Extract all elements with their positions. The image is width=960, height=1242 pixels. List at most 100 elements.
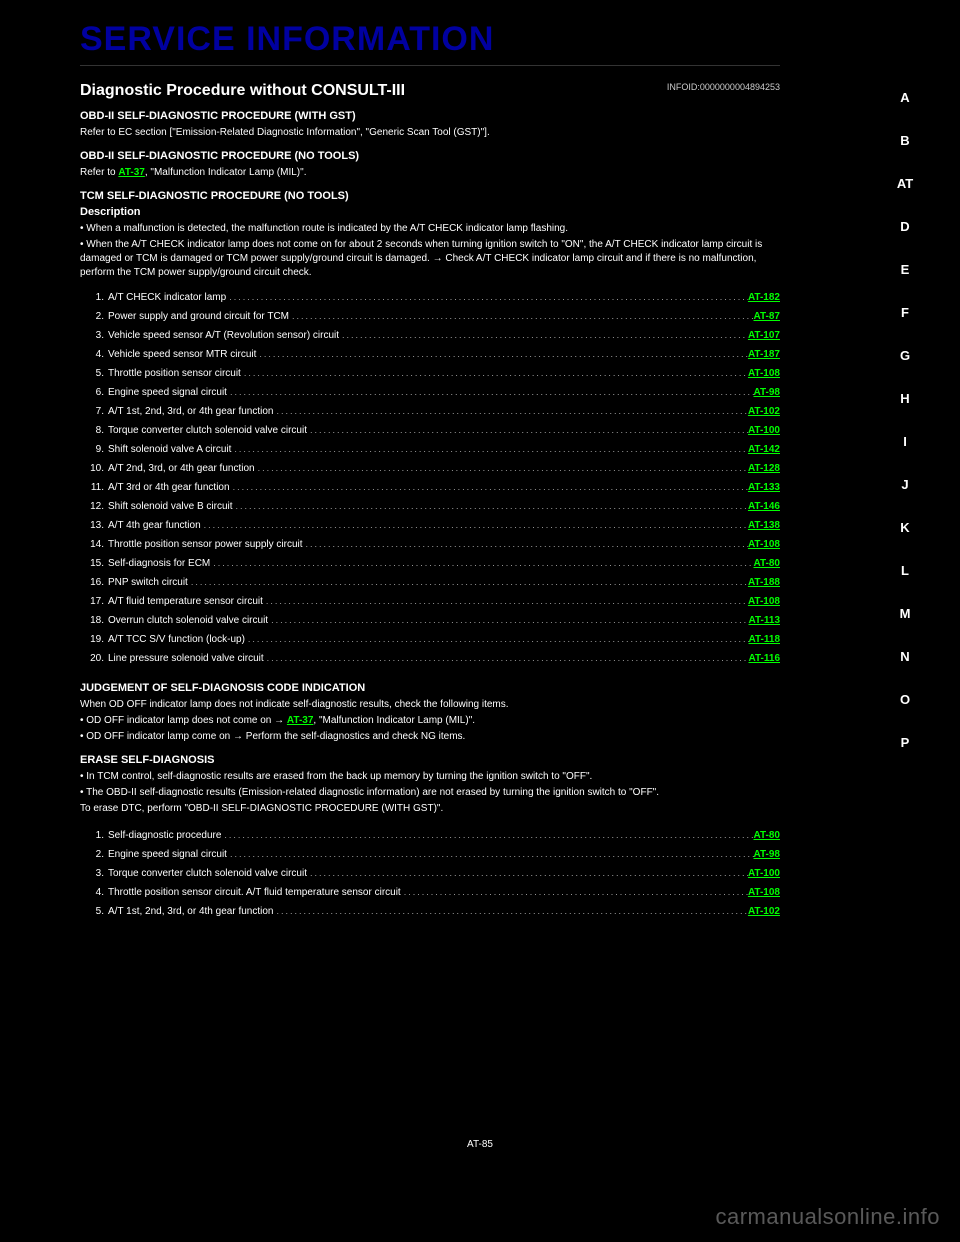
diag1-link[interactable]: AT-182 <box>748 288 780 307</box>
diag2-link[interactable]: AT-108 <box>748 883 780 902</box>
diag1-link[interactable]: AT-142 <box>748 440 780 459</box>
diag1-link[interactable]: AT-87 <box>754 307 781 326</box>
diag2-row: 3.Torque converter clutch solenoid valve… <box>80 864 780 883</box>
diag1-row: 12.Shift solenoid valve B circuit.......… <box>80 497 780 516</box>
nav-d[interactable]: D <box>885 219 925 234</box>
nav-a[interactable]: A <box>885 90 925 105</box>
diag1-label: Vehicle speed sensor A/T (Revolution sen… <box>108 326 339 345</box>
link-at37-2[interactable]: AT-37 <box>287 715 314 726</box>
diag1-label: A/T 1st, 2nd, 3rd, or 4th gear function <box>108 402 273 421</box>
diag1-num: 2. <box>80 307 108 326</box>
dots-leader: ........................................… <box>245 631 749 648</box>
diag1-row: 11.A/T 3rd or 4th gear function.........… <box>80 478 780 497</box>
dots-leader: ........................................… <box>268 612 748 629</box>
page-number: AT-85 <box>467 1139 493 1150</box>
subtitle-row: Diagnostic Procedure without CONSULT-III… <box>80 82 780 100</box>
nav-j[interactable]: J <box>885 477 925 492</box>
nav-f[interactable]: F <box>885 305 925 320</box>
diag2-link[interactable]: AT-102 <box>748 902 780 921</box>
nav-e[interactable]: E <box>885 262 925 277</box>
nav-n[interactable]: N <box>885 649 925 664</box>
nav-g[interactable]: G <box>885 348 925 363</box>
diag1-num: 5. <box>80 364 108 383</box>
dots-leader: ........................................… <box>307 865 748 882</box>
nav-o[interactable]: O <box>885 692 925 707</box>
link-at37-1[interactable]: AT-37 <box>118 167 145 178</box>
diag1-label: Power supply and ground circuit for TCM <box>108 307 289 326</box>
nav-l[interactable]: L <box>885 563 925 578</box>
diag1-row: 8.Torque converter clutch solenoid valve… <box>80 421 780 440</box>
diag1-link[interactable]: AT-80 <box>754 554 781 573</box>
diag1-link[interactable]: AT-107 <box>748 326 780 345</box>
diag1-num: 14. <box>80 535 108 554</box>
diag1-link[interactable]: AT-146 <box>748 497 780 516</box>
diag1-row: 10.A/T 2nd, 3rd, or 4th gear function...… <box>80 459 780 478</box>
diagnostic-table-1: 1.A/T CHECK indicator lamp..............… <box>80 288 900 668</box>
dots-leader: ........................................… <box>227 384 754 401</box>
diag2-label: A/T 1st, 2nd, 3rd, or 4th gear function <box>108 902 273 921</box>
diag1-link[interactable]: AT-187 <box>748 345 780 364</box>
diag1-row: 2.Power supply and ground circuit for TC… <box>80 307 780 326</box>
diag1-row: 14.Throttle position sensor power supply… <box>80 535 780 554</box>
dots-leader: ........................................… <box>307 422 748 439</box>
dots-leader: ........................................… <box>230 479 748 496</box>
diag2-num: 2. <box>80 845 108 864</box>
diag2-num: 4. <box>80 883 108 902</box>
diag2-link[interactable]: AT-100 <box>748 864 780 883</box>
heading-obd-gst: OBD-II SELF-DIAGNOSTIC PROCEDURE (WITH G… <box>80 110 900 122</box>
diag1-link[interactable]: AT-102 <box>748 402 780 421</box>
diag2-link[interactable]: AT-80 <box>754 826 781 845</box>
diag1-num: 19. <box>80 630 108 649</box>
diag1-num: 16. <box>80 573 108 592</box>
diag1-link[interactable]: AT-100 <box>748 421 780 440</box>
diag2-link[interactable]: AT-98 <box>754 845 781 864</box>
diag1-num: 7. <box>80 402 108 421</box>
diag2-label: Torque converter clutch solenoid valve c… <box>108 864 307 883</box>
nav-m[interactable]: M <box>885 606 925 621</box>
dots-leader: ........................................… <box>227 846 754 863</box>
diag1-num: 13. <box>80 516 108 535</box>
diag1-link[interactable]: AT-108 <box>748 592 780 611</box>
diag1-link[interactable]: AT-128 <box>748 459 780 478</box>
diag1-row: 4.Vehicle speed sensor MTR circuit......… <box>80 345 780 364</box>
diag1-row: 17.A/T fluid temperature sensor circuit.… <box>80 592 780 611</box>
diag1-num: 17. <box>80 592 108 611</box>
nav-i[interactable]: I <box>885 434 925 449</box>
nav-k[interactable]: K <box>885 520 925 535</box>
diag1-link[interactable]: AT-188 <box>748 573 780 592</box>
nav-h[interactable]: H <box>885 391 925 406</box>
heading-erase: ERASE SELF-DIAGNOSIS <box>80 754 900 766</box>
diag1-label: Throttle position sensor power supply ci… <box>108 535 303 554</box>
diag1-label: Vehicle speed sensor MTR circuit <box>108 345 256 364</box>
diag1-link[interactable]: AT-116 <box>749 649 781 668</box>
dots-leader: ........................................… <box>303 536 748 553</box>
diag2-label: Engine speed signal circuit <box>108 845 227 864</box>
diag1-link[interactable]: AT-138 <box>748 516 780 535</box>
diag2-row: 1.Self-diagnostic procedure.............… <box>80 826 780 845</box>
diag2-row: 4.Throttle position sensor circuit. A/T … <box>80 883 780 902</box>
diag1-num: 8. <box>80 421 108 440</box>
diag1-link[interactable]: AT-113 <box>749 611 781 630</box>
dots-leader: ........................................… <box>264 650 749 667</box>
diag1-row: 6.Engine speed signal circuit...........… <box>80 383 780 402</box>
diag1-link[interactable]: AT-118 <box>749 630 781 649</box>
diag2-label: Self-diagnostic procedure <box>108 826 221 845</box>
diag1-link[interactable]: AT-108 <box>748 364 780 383</box>
diag1-num: 6. <box>80 383 108 402</box>
diag1-row: 13.A/T 4th gear function................… <box>80 516 780 535</box>
erase-bullet-1: • In TCM control, self-diagnostic result… <box>80 770 780 784</box>
diag1-label: Shift solenoid valve A circuit <box>108 440 231 459</box>
diag1-num: 10. <box>80 459 108 478</box>
diag1-label: A/T 4th gear function <box>108 516 201 535</box>
nav-b[interactable]: B <box>885 133 925 148</box>
side-nav: A B AT D E F G H I J K L M N O P <box>885 90 925 750</box>
diag1-link[interactable]: AT-108 <box>748 535 780 554</box>
diag1-link[interactable]: AT-133 <box>748 478 780 497</box>
nav-p[interactable]: P <box>885 735 925 750</box>
nav-at[interactable]: AT <box>885 176 925 191</box>
info-id: INFOID:0000000004894253 <box>667 82 780 100</box>
diag1-row: 1.A/T CHECK indicator lamp..............… <box>80 288 780 307</box>
diag1-link[interactable]: AT-98 <box>754 383 781 402</box>
dots-leader: ........................................… <box>339 327 748 344</box>
diag2-num: 3. <box>80 864 108 883</box>
